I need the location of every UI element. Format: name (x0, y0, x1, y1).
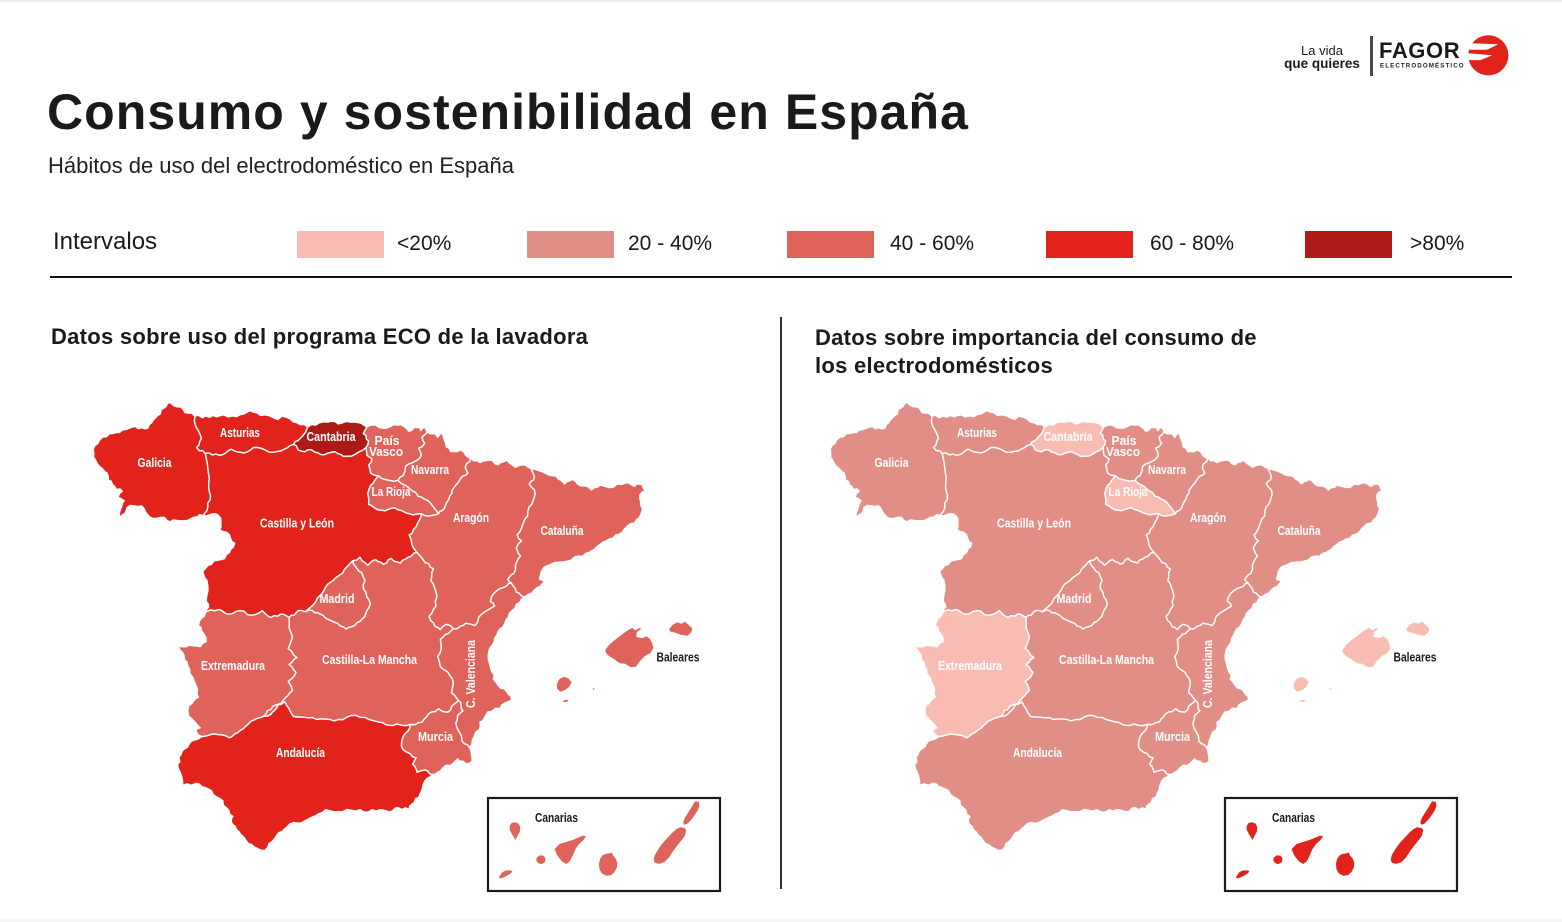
svg-text:Vasco: Vasco (369, 445, 403, 459)
svg-text:Baleares: Baleares (657, 651, 700, 665)
svg-text:Baleares: Baleares (1394, 651, 1437, 665)
svg-text:Cantabria: Cantabria (1044, 430, 1094, 444)
svg-text:Andalucía: Andalucía (1013, 746, 1063, 760)
svg-text:Navarra: Navarra (1148, 463, 1187, 477)
svg-text:Cataluña: Cataluña (541, 524, 585, 538)
svg-text:C. Valenciana: C. Valenciana (464, 639, 478, 708)
svg-text:País: País (1112, 434, 1137, 448)
svg-text:Castilla y León: Castilla y León (997, 517, 1071, 531)
svg-text:Canarias: Canarias (535, 811, 578, 825)
svg-text:Castilla y León: Castilla y León (260, 517, 334, 531)
svg-text:La Rioja: La Rioja (1109, 485, 1149, 499)
svg-text:Navarra: Navarra (411, 463, 450, 477)
svg-text:Murcia: Murcia (1155, 730, 1191, 744)
svg-text:Castilla-La Mancha: Castilla-La Mancha (322, 653, 418, 667)
svg-text:Cataluña: Cataluña (1278, 524, 1322, 538)
svg-text:Aragón: Aragón (453, 511, 489, 525)
svg-text:Murcia: Murcia (418, 730, 454, 744)
svg-text:Canarias: Canarias (1272, 811, 1315, 825)
svg-text:País: País (375, 434, 400, 448)
svg-text:Asturias: Asturias (957, 426, 997, 440)
svg-text:Andalucía: Andalucía (276, 746, 326, 760)
svg-text:Vasco: Vasco (1106, 445, 1140, 459)
svg-text:Cantabria: Cantabria (307, 430, 357, 444)
svg-text:La Rioja: La Rioja (372, 485, 412, 499)
svg-text:Galicia: Galicia (875, 456, 910, 470)
svg-text:Madrid: Madrid (320, 592, 355, 606)
svg-text:Madrid: Madrid (1057, 592, 1092, 606)
svg-text:Castilla-La Mancha: Castilla-La Mancha (1059, 653, 1155, 667)
svg-text:Extremadura: Extremadura (938, 659, 1003, 673)
svg-text:Aragón: Aragón (1190, 511, 1226, 525)
svg-text:Extremadura: Extremadura (201, 659, 266, 673)
svg-text:Galicia: Galicia (138, 456, 173, 470)
svg-text:C. Valenciana: C. Valenciana (1201, 639, 1215, 708)
svg-text:Asturias: Asturias (220, 426, 260, 440)
